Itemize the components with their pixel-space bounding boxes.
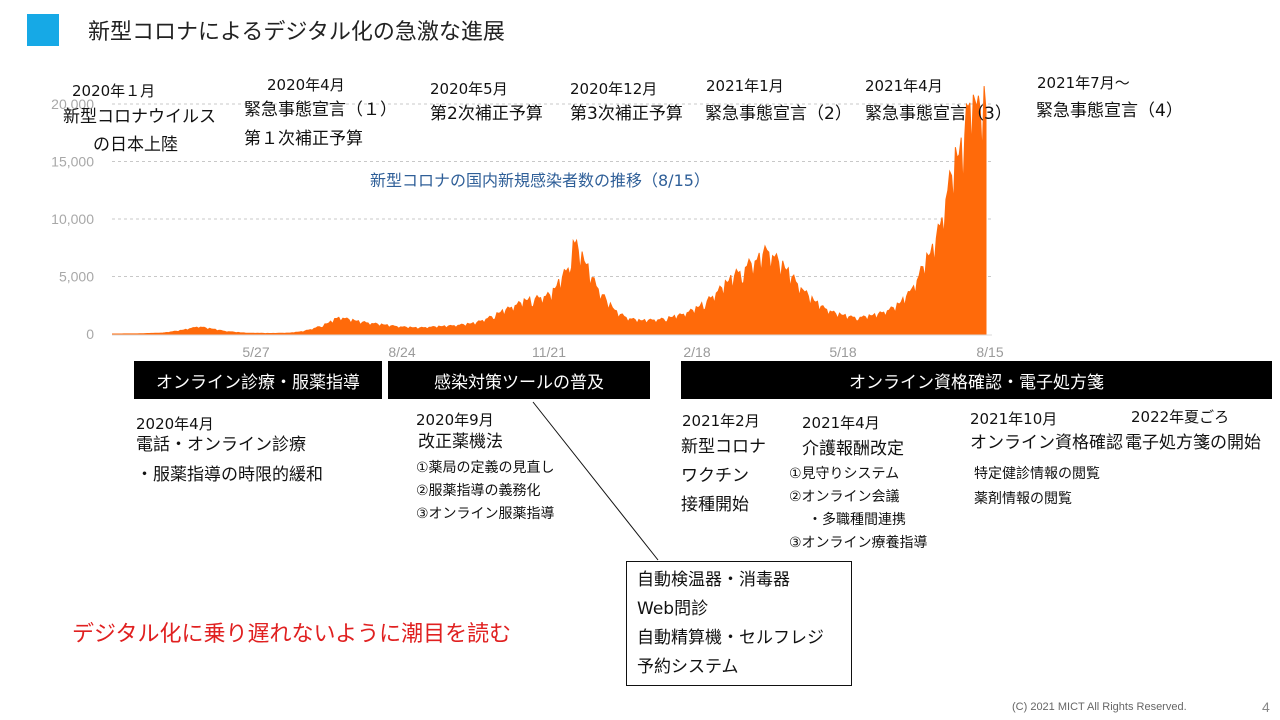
milestone-subitem: ③オンライン療養指導 [789,535,928,551]
x-tick-label: 8/24 [388,344,415,360]
event-text: 緊急事態宣言（2） [705,104,852,124]
event-date: 2021年7月～ [1037,74,1130,92]
milestone-date: 2020年9月 [416,411,494,429]
event-date: 2021年1月 [706,77,784,95]
title-accent-square [27,14,59,46]
milestone-date: 2020年4月 [136,415,214,433]
milestone-date: 2021年2月 [682,412,760,430]
y-tick-label: 10,000 [51,211,94,227]
milestone-subitem: ・多職種間連携 [808,512,906,528]
milestone-subitem: 薬剤情報の閲覧 [974,491,1072,507]
key-message: デジタル化に乗り遅れないように潮目を読む [72,622,512,647]
y-tick-label: 0 [86,326,94,342]
chart-y-ticks: 20,000 15,000 10,000 5,000 0 [51,96,94,342]
callout-box: 自動検温器・消毒器 Web問診 自動精算機・セルフレジ 予約システム [626,561,852,686]
milestone-text: 接種開始 [681,495,749,515]
event-text: 緊急事態宣言（4） [1036,101,1183,121]
milestone-text: ・服薬指導の時限的緩和 [136,465,323,485]
chart-title: 新型コロナの国内新規感染者数の推移（8/15） [370,171,710,190]
x-tick-label: 11/21 [532,344,566,360]
callout-item: 予約システム [637,657,739,677]
callout-item: Web問診 [637,599,709,619]
y-tick-label: 5,000 [59,269,94,285]
event-text: 第2次補正予算 [430,104,543,124]
milestone-subitem: ②オンライン会議 [789,489,900,505]
slide-title: 新型コロナによるデジタル化の急激な進展 [88,20,505,45]
page-number: 4 [1262,699,1270,715]
event-date: 2020年12月 [570,80,658,98]
event-text: 新型コロナウイルス [63,107,216,127]
event-text: 緊急事態宣言（3） [865,104,1012,124]
milestone-subitem: ①見守りシステム [789,466,900,482]
x-tick-label: 2/18 [683,344,710,360]
event-text: の日本上陸 [93,135,178,155]
category-bar-infection-tools: 感染対策ツールの普及 [388,361,650,399]
event-text: 第１次補正予算 [244,129,363,149]
milestone-subitem: ②服薬指導の義務化 [416,483,541,499]
milestone-subitem: ③オンライン服薬指導 [416,506,555,522]
chart-area-series [112,86,987,335]
chart-gridlines [112,103,992,336]
x-tick-label: 5/18 [829,344,856,360]
milestone-subitem: 特定健診情報の閲覧 [974,466,1100,482]
milestone-date: 2021年10月 [970,410,1058,428]
copyright-footer: (C) 2021 MICT All Rights Reserved. [1012,701,1187,713]
milestone-text: 新型コロナ [681,437,766,457]
y-tick-label: 20,000 [51,96,94,112]
milestone-subitem: ①薬局の定義の見直し [416,460,555,476]
callout-item: 自動検温器・消毒器 [637,570,790,590]
y-tick-label: 15,000 [51,154,94,170]
event-text: 緊急事態宣言（１） [244,100,397,120]
event-text: 第3次補正予算 [570,104,683,124]
x-tick-label: 5/27 [242,344,269,360]
milestone-text: 介護報酬改定 [802,439,904,459]
category-bar-online-verification: オンライン資格確認・電子処方箋 [681,361,1272,399]
milestone-text: 電子処方箋の開始 [1125,428,1261,458]
milestone-text: オンライン資格確認 [970,433,1123,453]
milestone-date: 2022年夏ごろ [1131,408,1230,426]
category-bar-online-consultation: オンライン診療・服薬指導 [134,361,382,399]
event-date: 2020年4月 [267,76,345,94]
callout-item: 自動精算機・セルフレジ [637,628,824,648]
milestone-text: ワクチン [681,466,749,486]
milestone-text: 電話・オンライン診療 [136,435,306,455]
milestone-date: 2021年4月 [802,414,880,432]
x-tick-label: 8/15 [976,344,1003,360]
event-date: 2021年4月 [865,77,943,95]
chart-x-ticks: 5/27 8/24 11/21 2/18 5/18 8/15 [242,344,1003,360]
event-date: 2020年１月 [72,82,156,100]
event-date: 2020年5月 [430,80,508,98]
milestone-text: 改正薬機法 [418,432,503,452]
